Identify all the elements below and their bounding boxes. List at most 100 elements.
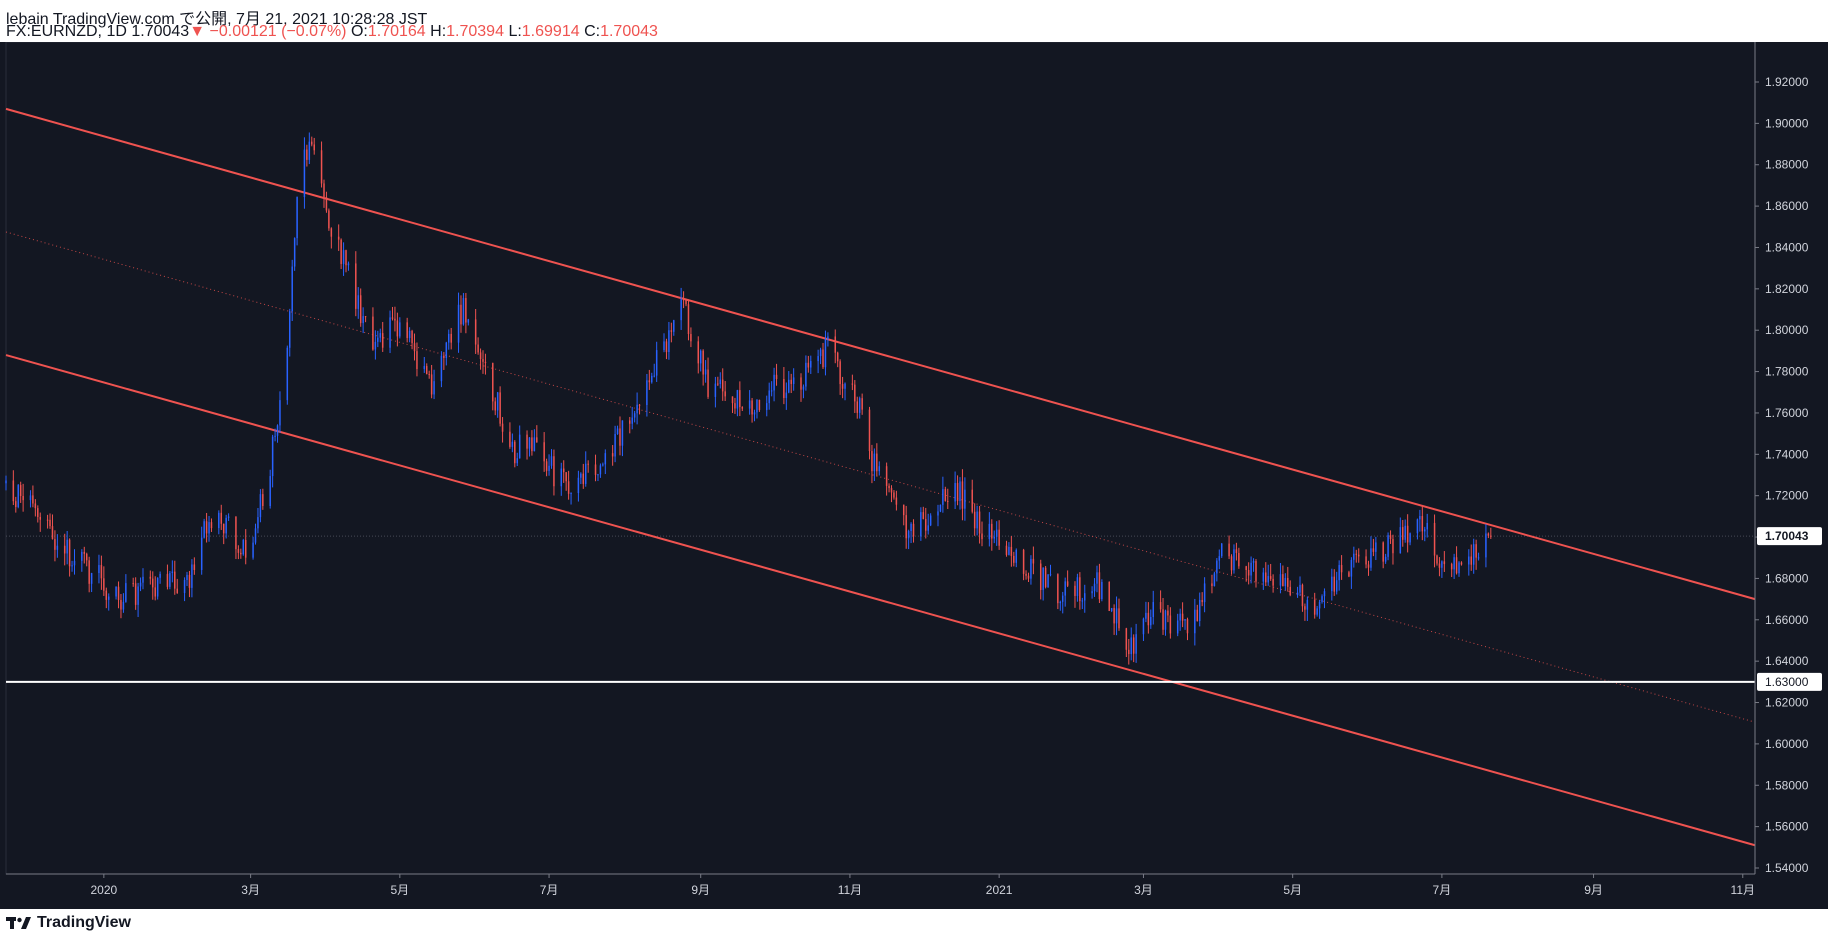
candle[interactable] bbox=[1203, 577, 1206, 613]
candle[interactable] bbox=[991, 519, 993, 551]
candle[interactable] bbox=[210, 518, 213, 532]
candle[interactable] bbox=[1093, 578, 1096, 597]
candle[interactable] bbox=[494, 397, 496, 416]
candle[interactable] bbox=[1475, 539, 1477, 570]
candle[interactable] bbox=[844, 382, 846, 401]
candle[interactable] bbox=[839, 359, 841, 395]
candle[interactable] bbox=[775, 363, 778, 386]
candle[interactable] bbox=[543, 432, 545, 472]
candle[interactable] bbox=[345, 249, 347, 273]
candle[interactable] bbox=[854, 380, 856, 414]
candle[interactable] bbox=[98, 554, 100, 584]
candle[interactable] bbox=[1101, 579, 1103, 602]
candle[interactable] bbox=[1118, 598, 1120, 631]
candle[interactable] bbox=[907, 529, 910, 550]
candle[interactable] bbox=[1066, 570, 1069, 588]
candle[interactable] bbox=[176, 578, 178, 594]
candle[interactable] bbox=[1318, 600, 1321, 619]
candle[interactable] bbox=[528, 437, 531, 457]
candle[interactable] bbox=[462, 292, 465, 326]
candle[interactable] bbox=[1169, 607, 1172, 639]
candle[interactable] bbox=[629, 416, 631, 434]
candle[interactable] bbox=[88, 556, 90, 593]
candle[interactable] bbox=[149, 570, 152, 585]
candle[interactable] bbox=[856, 396, 859, 419]
candle[interactable] bbox=[961, 469, 964, 521]
candle[interactable] bbox=[1130, 627, 1132, 661]
candle[interactable] bbox=[584, 451, 587, 487]
candle[interactable] bbox=[597, 473, 599, 482]
candle[interactable] bbox=[1150, 609, 1152, 629]
candle[interactable] bbox=[408, 327, 411, 343]
candle[interactable] bbox=[885, 462, 888, 496]
candle[interactable] bbox=[450, 327, 452, 350]
candle[interactable] bbox=[73, 549, 76, 575]
candle[interactable] bbox=[286, 345, 289, 405]
candle[interactable] bbox=[1181, 602, 1184, 628]
candle[interactable] bbox=[1113, 604, 1115, 635]
candle[interactable] bbox=[1460, 561, 1463, 566]
candle[interactable] bbox=[1074, 581, 1076, 608]
candle[interactable] bbox=[220, 504, 223, 530]
candle[interactable] bbox=[1132, 634, 1135, 663]
candle[interactable] bbox=[807, 355, 810, 373]
candle[interactable] bbox=[873, 448, 876, 481]
candle[interactable] bbox=[237, 545, 240, 560]
candle[interactable] bbox=[117, 581, 120, 609]
candle[interactable] bbox=[499, 386, 501, 427]
candle[interactable] bbox=[467, 318, 470, 326]
candle[interactable] bbox=[766, 395, 768, 417]
candle[interactable] bbox=[54, 530, 56, 562]
candle[interactable] bbox=[1399, 517, 1402, 554]
candle[interactable] bbox=[377, 330, 379, 348]
candle[interactable] bbox=[851, 374, 854, 391]
candle[interactable] bbox=[714, 376, 717, 408]
candle[interactable] bbox=[978, 506, 981, 544]
candle[interactable] bbox=[83, 546, 86, 564]
candle[interactable] bbox=[587, 460, 589, 473]
candle[interactable] bbox=[1350, 557, 1353, 589]
candle[interactable] bbox=[758, 399, 761, 412]
candle[interactable] bbox=[893, 490, 895, 500]
candle[interactable] bbox=[174, 560, 176, 595]
candle[interactable] bbox=[1296, 586, 1299, 598]
candle[interactable] bbox=[1438, 557, 1441, 577]
candle[interactable] bbox=[1252, 558, 1255, 572]
candle[interactable] bbox=[704, 360, 707, 383]
candle[interactable] bbox=[636, 392, 638, 425]
candle[interactable] bbox=[944, 486, 947, 502]
candle[interactable] bbox=[244, 529, 247, 565]
candle[interactable] bbox=[1402, 520, 1404, 547]
candle[interactable] bbox=[912, 519, 915, 543]
candle[interactable] bbox=[680, 287, 682, 330]
candle[interactable] bbox=[858, 396, 861, 419]
candle[interactable] bbox=[134, 577, 137, 610]
candle[interactable] bbox=[269, 469, 271, 509]
candle[interactable] bbox=[1044, 566, 1047, 589]
candle[interactable] bbox=[1162, 598, 1164, 635]
candle[interactable] bbox=[1470, 544, 1472, 571]
channel-upper-line[interactable] bbox=[5, 107, 1756, 601]
candle[interactable] bbox=[685, 298, 687, 307]
candle[interactable] bbox=[902, 504, 905, 526]
candle[interactable] bbox=[433, 369, 435, 400]
candle[interactable] bbox=[71, 560, 73, 572]
candle[interactable] bbox=[169, 570, 171, 590]
candle[interactable] bbox=[1485, 524, 1487, 568]
candle[interactable] bbox=[905, 505, 907, 549]
candle[interactable] bbox=[929, 513, 932, 527]
candle[interactable] bbox=[1355, 549, 1358, 563]
candle[interactable] bbox=[1333, 569, 1336, 596]
candle[interactable] bbox=[631, 406, 633, 430]
candle[interactable] bbox=[1406, 514, 1409, 553]
candle[interactable] bbox=[445, 341, 448, 366]
candle[interactable] bbox=[739, 381, 741, 417]
candle[interactable] bbox=[188, 570, 191, 598]
candle[interactable] bbox=[355, 251, 357, 317]
candle[interactable] bbox=[1008, 542, 1010, 556]
candle[interactable] bbox=[85, 552, 88, 567]
candle[interactable] bbox=[516, 452, 518, 467]
candle[interactable] bbox=[51, 514, 54, 540]
candle[interactable] bbox=[937, 504, 939, 527]
candle[interactable] bbox=[1064, 577, 1066, 607]
